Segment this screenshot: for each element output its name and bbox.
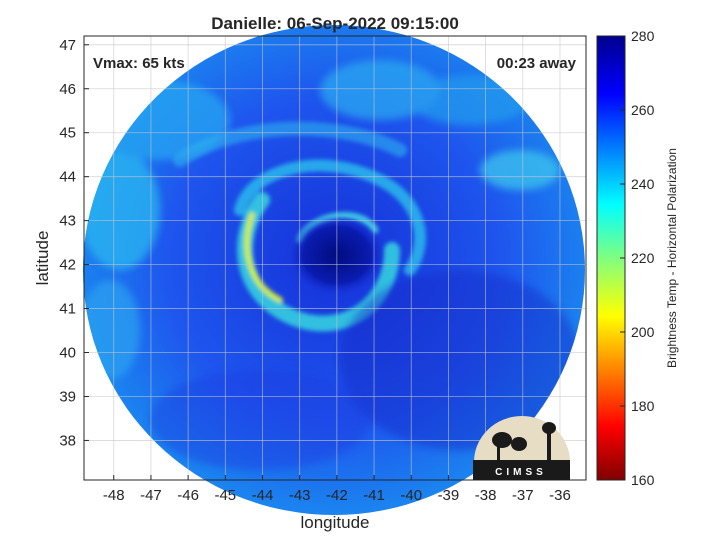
x-tick-label: -40 <box>400 487 422 504</box>
cimss-logo: CIMSS <box>473 416 570 480</box>
y-tick-label: 40 <box>59 345 76 362</box>
logo-text: CIMSS <box>495 467 547 478</box>
x-tick-label: -39 <box>438 487 460 504</box>
x-tick-label: -44 <box>252 487 274 504</box>
x-tick-label: -43 <box>289 487 311 504</box>
y-axis-label: latitude <box>33 231 52 286</box>
chart-title: Danielle: 06-Sep-2022 09:15:00 <box>211 14 459 33</box>
y-tick-label: 38 <box>59 432 76 449</box>
y-tick-label: 44 <box>59 169 76 186</box>
colorbar-tick-label: 280 <box>631 28 655 44</box>
colorbar-tick-label: 160 <box>631 472 655 488</box>
colorbar-ticks: 160 180 200 220 240 260 280 <box>620 28 655 488</box>
x-tick-label: -36 <box>549 487 571 504</box>
y-tick-label: 39 <box>59 388 76 405</box>
colorbar-tick-label: 240 <box>631 176 655 192</box>
brightness-temperature-swath <box>83 25 585 515</box>
x-tick-label: -38 <box>475 487 497 504</box>
colorbar-tick-label: 260 <box>631 102 655 118</box>
x-axis: -48 -47 -46 -45 -44 -43 -42 -41 -40 -39 -38 -37 -36 <box>103 475 571 504</box>
y-tick-label: 42 <box>59 257 76 274</box>
x-axis-label: longitude <box>300 513 369 532</box>
colorbar-tick-label: 220 <box>631 250 655 266</box>
x-tick-label: -47 <box>140 487 162 504</box>
x-tick-label: -46 <box>177 487 199 504</box>
y-tick-label: 41 <box>59 301 76 318</box>
x-tick-label: -42 <box>326 487 348 504</box>
x-tick-label: -48 <box>103 487 125 504</box>
x-tick-label: -37 <box>512 487 534 504</box>
y-axis: 38 39 40 41 42 43 44 45 46 47 <box>59 37 89 449</box>
y-tick-label: 43 <box>59 213 76 230</box>
colorbar-label: Brightness Temp - Horizontal Polarizatio… <box>665 148 679 368</box>
y-tick-label: 45 <box>59 125 76 142</box>
axes-frame <box>83 35 587 481</box>
colorbar-tick-label: 180 <box>631 398 655 414</box>
time-away-annotation: 00:23 away <box>497 55 577 72</box>
vmax-annotation: Vmax: 65 kts <box>93 55 185 72</box>
y-tick-label: 46 <box>59 81 76 98</box>
x-tick-label: -41 <box>363 487 385 504</box>
x-tick-label: -45 <box>214 487 236 504</box>
colorbar-tick-label: 200 <box>631 324 655 340</box>
y-tick-label: 47 <box>59 37 76 54</box>
grid-lines <box>84 36 586 480</box>
